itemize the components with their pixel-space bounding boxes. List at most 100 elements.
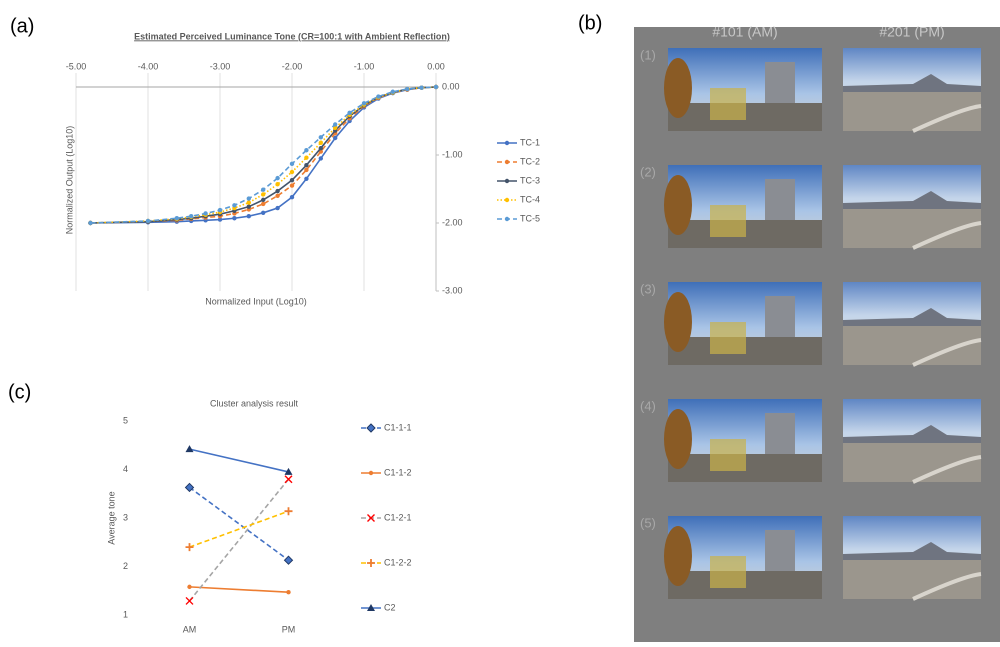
- marker: [405, 87, 409, 91]
- series-line: [190, 511, 289, 547]
- x-tick-label: PM: [282, 624, 296, 634]
- marker: [362, 101, 366, 105]
- photo-tree: [664, 409, 692, 469]
- chart-title: Estimated Perceived Luminance Tone (CR=1…: [134, 31, 450, 41]
- marker: [189, 214, 193, 218]
- y-tick-label: -2.00: [442, 217, 463, 227]
- legend-marker: [369, 471, 373, 475]
- marker: [175, 216, 179, 220]
- marker: [376, 94, 380, 98]
- photo-scaffold: [710, 556, 746, 588]
- column-header: #101 (AM): [712, 24, 777, 40]
- marker: [347, 111, 351, 115]
- y-tick-label: 0.00: [442, 81, 460, 91]
- series-line: [190, 587, 289, 592]
- x-tick-label: -5.00: [66, 61, 87, 71]
- y-tick-label: 1: [123, 609, 128, 619]
- legend-label: C1-2-1: [384, 512, 412, 522]
- photo-scaffold: [710, 88, 746, 120]
- x-tick-label: -3.00: [210, 61, 231, 71]
- marker: [261, 202, 265, 206]
- legend-label: TC-2: [520, 156, 540, 166]
- marker: [290, 170, 294, 174]
- y-tick-label: -3.00: [442, 285, 463, 295]
- figure: (a) (b) (c) #101 (AM) #201 (PM) (1) (2) (3) (…: [0, 0, 1000, 642]
- row-label: (3): [640, 281, 656, 296]
- marker: [88, 221, 92, 225]
- legend-label: TC-1: [520, 137, 540, 147]
- photo-tree: [664, 58, 692, 118]
- marker: [304, 177, 308, 181]
- row-label: (4): [640, 398, 656, 413]
- row-label: (5): [640, 515, 656, 530]
- marker: [186, 597, 193, 604]
- marker: [146, 219, 150, 223]
- marker: [285, 507, 293, 515]
- legend-marker: [505, 198, 509, 202]
- panel-label: (c): [8, 381, 31, 403]
- marker: [275, 194, 279, 198]
- marker: [319, 141, 323, 145]
- marker: [434, 85, 438, 89]
- marker: [304, 168, 308, 172]
- marker: [186, 543, 194, 551]
- marker: [247, 200, 251, 204]
- legend-marker: [505, 141, 509, 145]
- marker: [247, 204, 251, 208]
- y-tick-label: -1.00: [442, 149, 463, 159]
- row-label: (2): [640, 164, 656, 179]
- y-tick-label: 5: [123, 415, 128, 425]
- legend-label: TC-5: [520, 213, 540, 223]
- marker: [261, 198, 265, 202]
- marker: [261, 187, 265, 191]
- marker: [275, 189, 279, 193]
- photo-scaffold: [710, 205, 746, 237]
- legend-marker: [505, 160, 509, 164]
- marker: [232, 216, 236, 220]
- marker: [203, 211, 207, 215]
- marker: [232, 203, 236, 207]
- marker: [319, 156, 323, 160]
- legend-label: TC-4: [520, 194, 540, 204]
- marker: [286, 590, 290, 594]
- marker: [261, 211, 265, 215]
- y-axis-label: Average tone: [106, 491, 116, 544]
- x-tick-label: 0.00: [427, 61, 445, 71]
- marker: [419, 85, 423, 89]
- row-label: (1): [640, 47, 656, 62]
- chart-title: Cluster analysis result: [210, 398, 299, 408]
- marker: [290, 178, 294, 182]
- x-tick-label: -2.00: [282, 61, 303, 71]
- legend-label: C1-2-2: [384, 557, 412, 567]
- marker: [304, 163, 308, 167]
- marker: [290, 195, 294, 199]
- marker: [304, 148, 308, 152]
- marker: [285, 476, 292, 483]
- marker: [391, 90, 395, 94]
- x-tick-label: -4.00: [138, 61, 159, 71]
- photo-tree: [664, 175, 692, 235]
- column-header: #201 (PM): [879, 24, 944, 40]
- marker: [186, 445, 194, 452]
- series-line: [190, 449, 289, 472]
- panel-label: (a): [10, 15, 34, 37]
- x-tick-label: AM: [183, 624, 197, 634]
- legend-marker: [505, 217, 509, 221]
- legend-label: TC-3: [520, 175, 540, 185]
- x-axis-label: Normalized Input (Log10): [205, 296, 307, 306]
- marker: [319, 135, 323, 139]
- y-axis-label: Normalized Output (Log10): [64, 126, 74, 235]
- photo-scaffold: [710, 439, 746, 471]
- marker: [290, 183, 294, 187]
- legend-label: C2: [384, 602, 396, 612]
- marker: [187, 585, 191, 589]
- legend-marker: [505, 179, 509, 183]
- marker: [275, 182, 279, 186]
- marker: [304, 156, 308, 160]
- marker: [261, 192, 265, 196]
- marker: [247, 196, 251, 200]
- marker: [275, 206, 279, 210]
- marker: [218, 208, 222, 212]
- legend-marker: [367, 559, 375, 567]
- panel-label: (b): [578, 12, 602, 34]
